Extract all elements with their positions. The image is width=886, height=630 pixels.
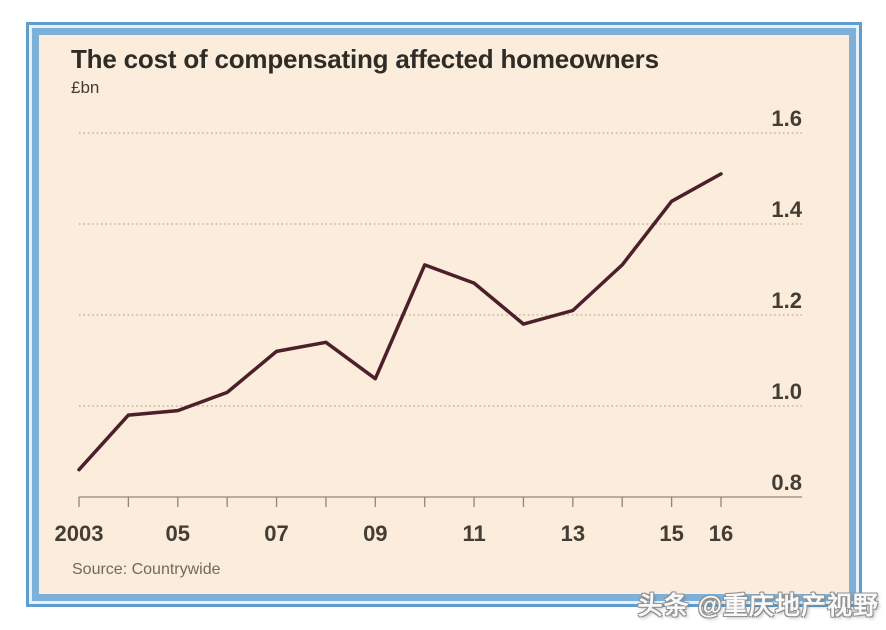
chart-title: The cost of compensating affected homeow… [71,44,659,74]
chart-panel [32,28,856,601]
chart-frame [26,22,862,607]
source-caption: Source: Countrywide [72,561,221,578]
y-axis-unit-label: £bn [71,78,100,97]
watermark: 头条 @重庆地产视野 [637,592,879,620]
